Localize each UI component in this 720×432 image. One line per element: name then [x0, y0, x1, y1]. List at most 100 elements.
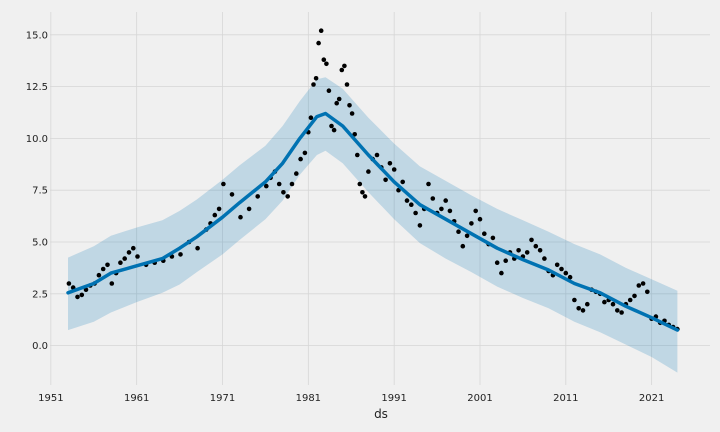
data-point: [347, 103, 352, 108]
data-point: [469, 221, 474, 226]
x-tick-label: 1991: [381, 393, 406, 404]
data-point: [632, 293, 637, 299]
data-point: [460, 243, 466, 249]
data-point: [636, 283, 642, 288]
data-point: [79, 292, 85, 298]
x-axis-title: ds: [374, 407, 388, 421]
uncertainty-interval: [68, 77, 678, 373]
data-point: [499, 270, 504, 276]
data-point: [374, 152, 380, 158]
data-point: [627, 297, 633, 303]
data-point: [576, 306, 581, 311]
x-tick-label: 1971: [210, 393, 235, 404]
data-point: [447, 208, 453, 214]
data-point: [321, 57, 327, 62]
data-point: [100, 266, 106, 272]
data-point: [362, 194, 368, 199]
x-tick-label: 2011: [553, 393, 578, 404]
data-point: [195, 245, 200, 251]
data-point: [212, 212, 218, 218]
data-point: [109, 281, 115, 286]
forecast-line: [66, 111, 680, 332]
data-point: [285, 194, 291, 199]
data-point: [66, 281, 72, 286]
data-point: [281, 190, 286, 195]
y-tick-label: 10.0: [26, 134, 48, 145]
data-point: [482, 231, 487, 236]
data-point: [610, 301, 616, 307]
y-tick-label: 5.0: [32, 238, 48, 249]
data-point: [298, 156, 303, 162]
y-tick-label: 12.5: [26, 82, 48, 93]
y-tick-label: 0.0: [32, 341, 48, 352]
data-point: [324, 61, 329, 67]
x-tick-label: 1951: [38, 393, 63, 404]
data-point: [524, 250, 530, 255]
data-point: [126, 250, 132, 255]
data-point: [567, 274, 573, 280]
data-point: [580, 308, 586, 313]
data-point: [276, 181, 282, 187]
data-point: [294, 171, 299, 176]
data-point: [490, 235, 496, 241]
data-point: [464, 233, 470, 239]
data-point: [334, 100, 340, 106]
data-point: [383, 177, 388, 183]
x-tick-label: 1961: [124, 393, 149, 404]
data-point: [96, 272, 102, 278]
data-point: [329, 123, 334, 129]
data-point: [430, 196, 436, 201]
y-axis-ticks: 0.0 2.5 5.0 7.5 10.0 12.5 15.0: [26, 30, 48, 352]
data-point: [602, 299, 607, 305]
data-point: [216, 206, 222, 212]
data-point: [503, 258, 509, 264]
data-point: [645, 289, 650, 295]
data-point: [473, 208, 479, 214]
data-point: [409, 202, 414, 207]
data-point: [615, 308, 620, 313]
data-point: [289, 181, 295, 187]
data-point: [246, 206, 252, 212]
data-point: [439, 206, 444, 212]
data-point: [404, 198, 410, 203]
data-point: [352, 132, 358, 137]
data-point: [349, 111, 355, 116]
data-point: [336, 96, 342, 102]
data-point: [355, 152, 360, 158]
data-point: [559, 266, 564, 272]
data-point: [264, 183, 269, 189]
data-point: [318, 28, 324, 33]
data-point: [413, 210, 418, 216]
data-point: [585, 301, 590, 307]
data-point: [135, 254, 140, 259]
data-point: [342, 63, 347, 69]
data-point: [417, 223, 423, 228]
data-point: [426, 181, 431, 187]
data-point: [533, 243, 539, 249]
data-point: [366, 169, 371, 174]
data-point: [339, 67, 345, 73]
data-point: [542, 256, 547, 261]
data-point: [537, 248, 543, 253]
data-point: [221, 181, 226, 187]
y-tick-label: 15.0: [26, 30, 48, 41]
data-point: [357, 181, 363, 187]
data-point: [178, 252, 183, 257]
data-point: [229, 192, 235, 197]
data-point: [529, 237, 534, 243]
data-point: [554, 262, 560, 268]
data-point: [131, 245, 136, 251]
y-tick-label: 2.5: [32, 289, 48, 300]
data-point: [105, 262, 110, 268]
data-point: [316, 40, 321, 46]
data-point: [572, 297, 577, 303]
data-point: [563, 270, 569, 276]
data-point: [443, 198, 449, 203]
data-point: [326, 88, 332, 93]
data-point: [331, 127, 337, 133]
data-point: [302, 150, 308, 156]
data-point: [387, 161, 393, 166]
data-point: [477, 216, 483, 222]
data-point: [122, 256, 127, 261]
